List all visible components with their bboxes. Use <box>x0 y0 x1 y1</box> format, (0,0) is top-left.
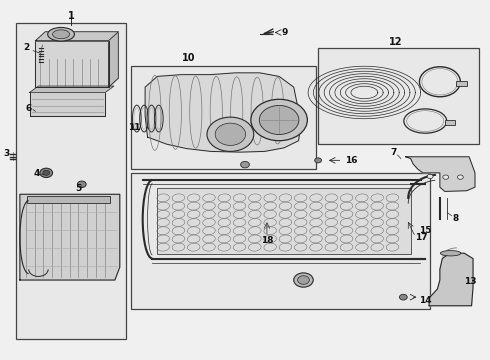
Polygon shape <box>145 73 301 152</box>
Circle shape <box>399 294 407 300</box>
Circle shape <box>207 117 254 152</box>
Polygon shape <box>20 194 120 280</box>
Polygon shape <box>109 32 118 87</box>
Circle shape <box>443 175 449 179</box>
Circle shape <box>294 273 313 287</box>
Text: 14: 14 <box>419 296 432 305</box>
Circle shape <box>297 276 309 284</box>
Circle shape <box>315 158 321 163</box>
Text: 11: 11 <box>128 123 140 132</box>
Polygon shape <box>30 93 105 116</box>
Text: 2: 2 <box>24 42 30 51</box>
Polygon shape <box>35 78 118 87</box>
Bar <box>16 23 125 339</box>
Text: 5: 5 <box>75 184 81 193</box>
Circle shape <box>427 174 433 179</box>
Text: 16: 16 <box>345 156 358 165</box>
Text: 1: 1 <box>68 11 74 21</box>
Circle shape <box>40 168 52 177</box>
Circle shape <box>241 161 249 168</box>
Ellipse shape <box>52 30 70 39</box>
Text: 12: 12 <box>389 37 403 47</box>
Text: 6: 6 <box>25 104 31 113</box>
Ellipse shape <box>48 27 74 41</box>
Circle shape <box>458 175 463 179</box>
Circle shape <box>259 105 299 135</box>
Polygon shape <box>30 86 114 93</box>
Polygon shape <box>429 253 473 306</box>
Polygon shape <box>35 41 109 87</box>
Bar <box>318 48 479 144</box>
Text: 7: 7 <box>391 148 397 157</box>
Bar <box>157 188 411 254</box>
Polygon shape <box>406 157 475 192</box>
Bar <box>445 120 455 125</box>
Circle shape <box>251 99 307 141</box>
Text: 3: 3 <box>3 149 9 158</box>
Text: 18: 18 <box>261 235 273 244</box>
Text: 9: 9 <box>282 28 288 37</box>
Polygon shape <box>35 32 118 41</box>
Circle shape <box>77 181 86 188</box>
Text: 13: 13 <box>465 277 477 286</box>
Text: 4: 4 <box>34 169 40 178</box>
Circle shape <box>215 123 245 145</box>
Bar <box>130 173 430 309</box>
Ellipse shape <box>441 251 461 256</box>
Text: 8: 8 <box>452 214 459 223</box>
Text: 10: 10 <box>182 53 196 63</box>
Bar <box>457 81 467 86</box>
Bar <box>27 196 110 203</box>
Text: 17: 17 <box>415 233 428 242</box>
Bar <box>130 66 316 169</box>
Text: 15: 15 <box>419 226 432 235</box>
Circle shape <box>43 170 49 175</box>
